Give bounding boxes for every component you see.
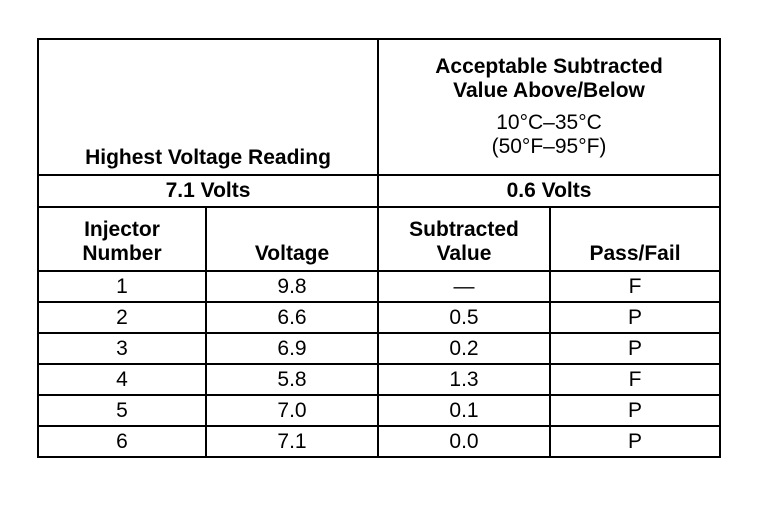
subtracted-value-header: Subtracted Value xyxy=(377,206,551,272)
voltage-cell: 7.0 xyxy=(205,394,379,427)
table-row: 6 7.1 0.0 P xyxy=(37,425,722,458)
injector-number-cell: 1 xyxy=(37,270,207,303)
pass-fail-cell: F xyxy=(548,363,722,396)
pass-fail-cell: P xyxy=(548,394,722,427)
injector-header-line2: Number xyxy=(82,242,162,265)
table-row: 5 7.0 0.1 P xyxy=(37,394,722,427)
pass-fail-cell: P xyxy=(548,332,722,365)
subtracted-header-line2: Value xyxy=(436,242,492,265)
injector-header-line1: Injector xyxy=(84,218,160,241)
voltage-cell: 6.6 xyxy=(205,301,379,334)
pass-fail-cell: P xyxy=(548,425,722,458)
injector-number-cell: 2 xyxy=(37,301,207,334)
temperature-range-fahrenheit: (50°F–95°F) xyxy=(491,135,607,158)
summary-row: 7.1 Volts 0.6 Volts xyxy=(37,174,722,208)
injector-number-cell: 5 xyxy=(37,394,207,427)
acceptable-value-heading: Acceptable Subtracted Value Above/Below … xyxy=(376,38,722,176)
pass-fail-cell: F xyxy=(548,270,722,303)
voltage-cell: 9.8 xyxy=(205,270,379,303)
injector-number-cell: 3 xyxy=(37,332,207,365)
table-row: 2 6.6 0.5 P xyxy=(37,301,722,334)
temperature-range-celsius: 10°C–35°C xyxy=(496,111,602,134)
injector-number-header: Injector Number xyxy=(37,206,207,272)
subtracted-value-cell: 1.3 xyxy=(377,363,551,396)
header-row: Highest Voltage Reading Acceptable Subtr… xyxy=(37,38,722,176)
subtracted-header-line1: Subtracted xyxy=(409,218,519,241)
pass-fail-header: Pass/Fail xyxy=(548,206,722,272)
subtracted-value-cell: 0.2 xyxy=(377,332,551,365)
voltage-cell: 6.9 xyxy=(205,332,379,365)
voltage-cell: 5.8 xyxy=(205,363,379,396)
voltage-header: Voltage xyxy=(205,206,379,272)
subtracted-value-cell: 0.5 xyxy=(377,301,551,334)
highest-voltage-value: 7.1 Volts xyxy=(37,174,379,208)
acceptable-value: 0.6 Volts xyxy=(376,174,722,208)
injector-number-cell: 4 xyxy=(37,363,207,396)
voltage-cell: 7.1 xyxy=(205,425,379,458)
subtracted-value-cell: — xyxy=(377,270,551,303)
column-header-row: Injector Number Voltage Subtracted Value… xyxy=(37,206,722,272)
acceptable-heading-line2: Value Above/Below xyxy=(453,79,645,102)
injector-number-cell: 6 xyxy=(37,425,207,458)
injector-voltage-table: Highest Voltage Reading Acceptable Subtr… xyxy=(37,38,722,458)
table-row: 1 9.8 — F xyxy=(37,270,722,303)
table-row: 4 5.8 1.3 F xyxy=(37,363,722,396)
table-row: 3 6.9 0.2 P xyxy=(37,332,722,365)
highest-voltage-heading: Highest Voltage Reading xyxy=(37,38,379,176)
acceptable-heading-line1: Acceptable Subtracted xyxy=(435,55,663,78)
subtracted-value-cell: 0.0 xyxy=(377,425,551,458)
subtracted-value-cell: 0.1 xyxy=(377,394,551,427)
pass-fail-cell: P xyxy=(548,301,722,334)
